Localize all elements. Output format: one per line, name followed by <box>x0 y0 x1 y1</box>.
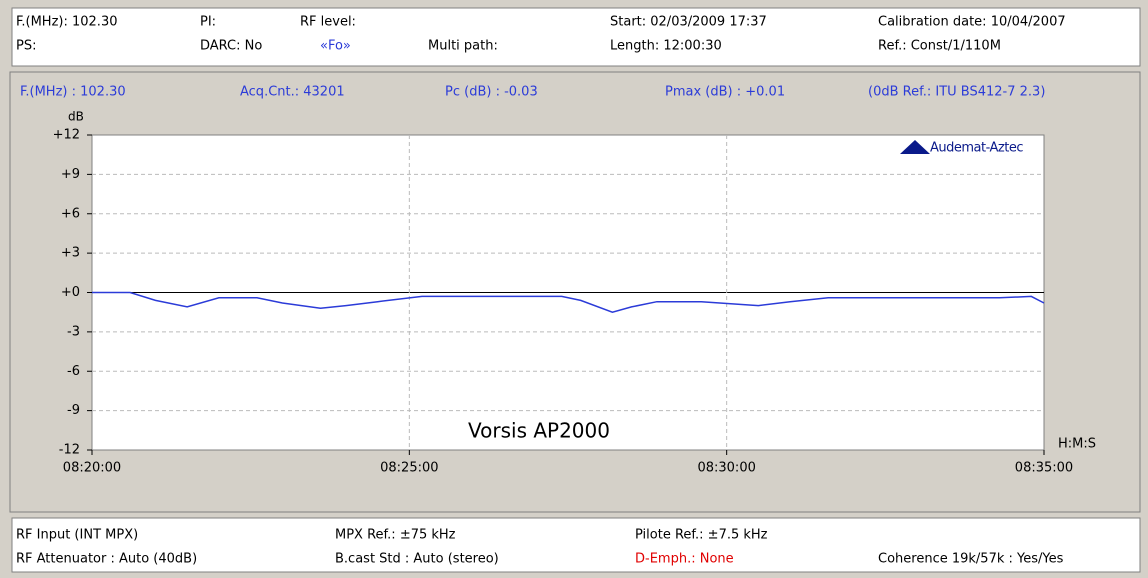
footer-field: D-Emph.: None <box>635 552 734 567</box>
header-field: F.(MHz): 102.30 <box>16 15 117 30</box>
header-panel <box>11 7 1141 67</box>
info-field: Pc (dB) : -0.03 <box>445 85 538 100</box>
y-tick-label: +6 <box>61 206 80 221</box>
y-axis-label: dB <box>68 110 84 124</box>
footer-field: Pilote Ref.: ±7.5 kHz <box>635 528 768 543</box>
header-field: Start: 02/03/2009 17:37 <box>610 15 767 30</box>
header-field: RF level: <box>300 15 356 30</box>
header-field: Multi path: <box>428 39 498 54</box>
footer-field: B.cast Std : Auto (stereo) <box>335 552 499 567</box>
y-tick-label: +12 <box>53 128 80 143</box>
annotation: Vorsis AP2000 <box>468 419 610 443</box>
data-line <box>92 291 1045 313</box>
footer-field: MPX Ref.: ±75 kHz <box>335 528 456 543</box>
info-field: (0dB Ref.: ITU BS412-7 2.3) <box>868 85 1045 100</box>
y-tick-label: -3 <box>67 324 80 339</box>
x-tick-label: 08:20:00 <box>63 461 121 476</box>
logo-icon <box>900 140 930 154</box>
footer-field: RF Input (INT MPX) <box>16 528 138 543</box>
info-field: Acq.Cnt.: 43201 <box>240 85 345 100</box>
info-field: F.(MHz) : 102.30 <box>20 85 126 100</box>
y-tick-label: +9 <box>61 167 80 182</box>
header-field: Calibration date: 10/04/2007 <box>878 15 1066 30</box>
x-tick-label: 08:35:00 <box>1015 461 1073 476</box>
logo: Audemat-Aztec <box>930 141 1023 156</box>
x-tick-label: 08:30:00 <box>697 461 755 476</box>
x-tick-label: 08:25:00 <box>380 461 438 476</box>
x-axis-label: H:M:S <box>1058 437 1096 452</box>
header-field: PI: <box>200 15 216 30</box>
y-tick-label: -9 <box>67 403 80 418</box>
footer-panel <box>11 517 1141 573</box>
info-field: Pmax (dB) : +0.01 <box>665 85 785 100</box>
y-tick-label: +3 <box>61 246 80 261</box>
footer-field: Coherence 19k/57k : Yes/Yes <box>878 552 1064 567</box>
header-field: Ref.: Const/1/110M <box>878 39 1001 54</box>
y-tick-label: -6 <box>67 364 80 379</box>
header-field: DARC: No <box>200 39 262 54</box>
header-field: PS: <box>16 39 36 54</box>
y-tick-label: +0 <box>61 285 80 300</box>
fo-button: «Fo» <box>320 39 351 54</box>
y-tick-label: -12 <box>59 443 80 458</box>
footer-field: RF Attenuator : Auto (40dB) <box>16 552 197 567</box>
header-field: Length: 12:00:30 <box>610 39 722 54</box>
